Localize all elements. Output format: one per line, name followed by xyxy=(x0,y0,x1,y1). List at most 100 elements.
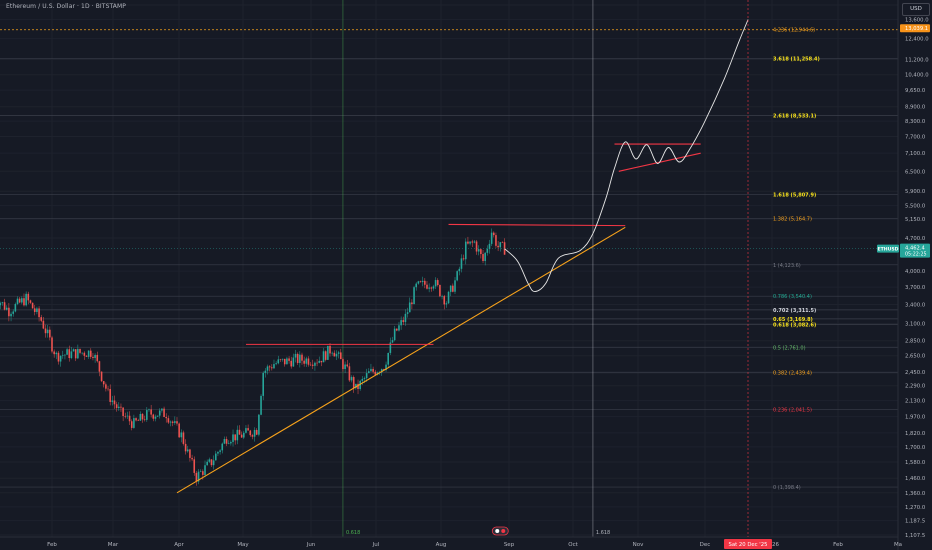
candle-body xyxy=(275,363,277,365)
candles xyxy=(0,228,506,486)
candle-body xyxy=(156,415,159,417)
candle-body xyxy=(471,241,474,243)
candle-body xyxy=(70,351,73,359)
candle-body xyxy=(238,429,241,435)
projection-curve[interactable] xyxy=(504,19,749,293)
fib-level-label: 0.382 (2,439.4) xyxy=(773,371,812,377)
candle-body xyxy=(344,364,346,370)
candle-body xyxy=(57,352,60,362)
candle-body xyxy=(100,371,103,382)
time-axis-label: Jul xyxy=(372,542,380,548)
symbol-title: Ethereum / U.S. Dollar · 1D · BITSTAMP xyxy=(6,3,126,10)
current-price-tag xyxy=(900,243,930,258)
candle-body xyxy=(389,342,392,353)
projection-path[interactable] xyxy=(504,19,749,293)
candle-body xyxy=(305,358,308,364)
candle-body xyxy=(195,472,198,482)
candle-body xyxy=(288,358,290,361)
candle-body xyxy=(430,287,433,289)
candle-body xyxy=(424,280,426,285)
candle-body xyxy=(77,348,79,359)
candle-body xyxy=(406,312,409,314)
misc-overlays xyxy=(491,0,749,537)
drawn-lines[interactable] xyxy=(176,143,701,494)
candle-body xyxy=(27,293,30,301)
candle-body xyxy=(176,421,178,424)
price-tags: ETHUSD 4,462.405:22:25 13,039.1 Sat 20 Dec … xyxy=(0,24,930,549)
candle-body xyxy=(212,460,215,466)
candle-body xyxy=(419,281,422,283)
candle-body xyxy=(139,413,142,421)
candle-body xyxy=(264,370,267,373)
candle-body xyxy=(122,407,124,417)
candle-body xyxy=(219,450,221,452)
candle-body xyxy=(299,354,301,363)
candle-body xyxy=(135,418,137,421)
candle-body xyxy=(89,350,92,357)
candle-body xyxy=(497,245,499,248)
price-axis-label: 1,187.5 xyxy=(905,519,925,525)
candle-body xyxy=(434,280,437,287)
candle-body xyxy=(391,340,394,343)
candle-body xyxy=(169,421,172,423)
candle-body xyxy=(251,435,254,437)
candle-body xyxy=(210,459,213,466)
candle-body xyxy=(191,457,193,460)
price-axis-label: 6,500.0 xyxy=(905,169,926,175)
candle-body xyxy=(473,241,476,243)
candle-body xyxy=(372,368,374,372)
candle-body xyxy=(436,280,439,286)
price-axis[interactable]: 14,600.013,600.012,400.011,200.010,400.0… xyxy=(905,3,929,539)
price-axis-label: 1,360.0 xyxy=(905,491,926,497)
events-bubble[interactable] xyxy=(491,526,509,536)
candle-body xyxy=(307,358,310,365)
bar-countdown: 05:22:25 xyxy=(905,252,927,258)
resistance-line[interactable] xyxy=(448,223,626,227)
time-axis-label: Jun xyxy=(306,542,316,548)
events-icon xyxy=(501,529,506,533)
support-trendline[interactable] xyxy=(176,226,626,494)
candle-body xyxy=(333,352,336,357)
candle-body xyxy=(120,406,122,408)
candle-body xyxy=(314,362,316,366)
candle-body xyxy=(380,369,383,373)
candle-body xyxy=(245,428,247,433)
price-axis-label: 5,900.0 xyxy=(905,189,926,195)
candle-body xyxy=(141,413,144,420)
time-axis[interactable]: Feb Mar Apr May Jun Jul Aug Sep Oct Nov Dec 2026 Feb… xyxy=(47,542,902,548)
time-axis-label: Oct xyxy=(568,542,578,548)
candle-body xyxy=(253,429,256,437)
currency-button[interactable]: USD xyxy=(902,3,930,16)
candle-body xyxy=(249,430,252,436)
candle-body xyxy=(501,242,504,243)
price-axis-label: 10,400.0 xyxy=(905,73,929,79)
candle-body xyxy=(445,303,448,305)
target-price-tag xyxy=(900,24,930,33)
fib-level-label: 3.618 (11,258.4) xyxy=(773,56,820,62)
price-axis-label: 5,150.0 xyxy=(905,217,926,223)
candle-body xyxy=(458,268,461,272)
candle-body xyxy=(408,302,411,313)
candle-body xyxy=(133,418,135,428)
candle-body xyxy=(208,459,211,462)
price-axis-label: 4,700.0 xyxy=(905,236,926,242)
candle-body xyxy=(227,443,230,444)
candle-body xyxy=(339,352,342,360)
candle-body xyxy=(363,378,366,379)
candle-body xyxy=(247,428,249,431)
candle-body xyxy=(167,418,170,423)
candle-body xyxy=(3,302,6,310)
candle-body xyxy=(184,443,187,452)
vertical-marker-label: 1.618 xyxy=(596,530,610,536)
symbol-tag xyxy=(877,244,899,253)
price-axis-label: 5,500.0 xyxy=(905,204,926,210)
candle-body xyxy=(439,285,441,297)
candle-body xyxy=(230,441,232,444)
candle-body xyxy=(413,287,415,305)
candle-body xyxy=(12,311,15,314)
candle-body xyxy=(417,281,420,284)
candle-body xyxy=(311,364,314,366)
fib-level-label: 1.618 (5,807.9) xyxy=(773,192,816,198)
candle-body xyxy=(475,241,478,252)
